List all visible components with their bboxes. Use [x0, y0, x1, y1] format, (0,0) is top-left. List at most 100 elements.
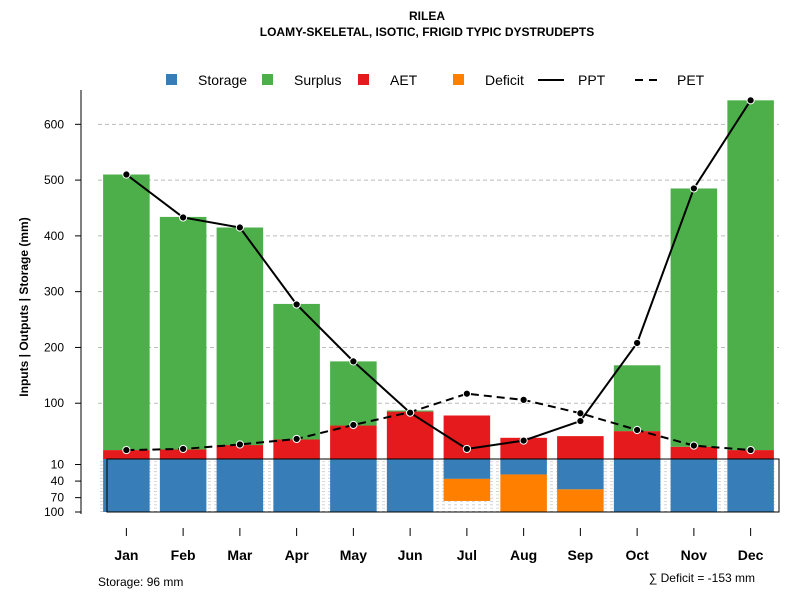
y-axis-label: Inputs | Outputs | Storage (mm): [17, 217, 31, 396]
bar-deficit-aug: [500, 474, 547, 512]
point-ppt-mar: [235, 223, 244, 232]
bar-storage-may: [330, 459, 377, 512]
point-pet-dec: [746, 445, 755, 455]
point-ppt-dec: [746, 96, 755, 105]
x-tick-label-dec: Dec: [738, 547, 764, 563]
y-tick-label-lower: 70: [51, 491, 65, 505]
legend: Storage Surplus AET Deficit PPT PET: [166, 72, 705, 88]
bar-aet-dec: [727, 450, 774, 459]
bar-storage-nov: [670, 459, 718, 512]
point-ppt-aug: [519, 436, 528, 445]
bar-surplus-may: [330, 361, 377, 426]
legend-label-deficit: Deficit: [485, 72, 524, 88]
bar-storage-jan: [103, 459, 150, 512]
x-tick-label-may: May: [340, 547, 367, 563]
bar-aet-feb: [159, 449, 207, 459]
bar-aet-sep: [557, 436, 604, 459]
storage-frame: [106, 458, 780, 513]
line-pet: [126, 392, 751, 452]
bars: [103, 100, 780, 513]
x-tick-label-oct: Oct: [625, 547, 649, 563]
deficit-note: ∑ Deficit = -153 mm: [649, 571, 755, 585]
x-tick-label-sep: Sep: [568, 547, 594, 563]
point-pet-mar: [235, 440, 244, 449]
y-tick-label-lower: 40: [51, 474, 65, 488]
y-tick-label-lower: 100: [44, 505, 64, 519]
lines: [122, 96, 755, 455]
y-tick-label: 200: [44, 340, 64, 354]
point-pet-aug: [519, 395, 528, 404]
storage-note: Storage: 96 mm: [98, 575, 183, 589]
bar-storage-sep: [557, 459, 604, 490]
point-ppt-oct: [633, 338, 642, 348]
x-tick-label-nov: Nov: [681, 547, 708, 563]
bar-storage-dec: [727, 459, 774, 512]
bar-storage-aug: [500, 459, 547, 475]
point-ppt-jul: [462, 444, 471, 454]
y-tick-label: 400: [44, 229, 64, 243]
point-pet-may: [349, 420, 358, 430]
point-ppt-nov: [689, 184, 698, 193]
legend-swatch-aet: [358, 74, 369, 85]
legend-label-storage: Storage: [198, 72, 247, 88]
bar-storage-mar: [216, 459, 264, 512]
chart-title: RILEA: [409, 9, 445, 23]
bar-aet-may: [330, 425, 377, 459]
point-pet-apr: [292, 434, 301, 444]
x-tick-label-feb: Feb: [171, 547, 196, 563]
point-pet-oct: [633, 425, 642, 435]
point-ppt-sep: [576, 416, 585, 426]
y-tick-label: 600: [44, 117, 64, 131]
bar-storage-jul: [443, 459, 491, 479]
legend-swatch-storage: [166, 74, 177, 85]
y-tick-label: 300: [44, 285, 64, 299]
y-tick-label: 500: [44, 173, 64, 187]
point-pet-jan: [122, 445, 131, 455]
point-pet-jul: [462, 389, 471, 398]
x-tick-label-mar: Mar: [227, 547, 252, 563]
point-pet-feb: [179, 444, 188, 454]
bar-deficit-jul: [443, 478, 491, 501]
bar-aet-apr: [273, 439, 320, 459]
legend-label-surplus: Surplus: [294, 72, 341, 88]
point-ppt-jun: [406, 408, 415, 417]
bar-storage-feb: [159, 459, 207, 512]
chart-subtitle: LOAMY-SKELETAL, ISOTIC, FRIGID TYPIC DYS…: [260, 25, 594, 39]
legend-label-aet: AET: [390, 72, 418, 88]
legend-label-pet: PET: [677, 72, 705, 88]
bar-surplus-jan: [103, 174, 150, 451]
x-tick-label-apr: Apr: [285, 547, 310, 563]
legend-label-ppt: PPT: [578, 72, 606, 88]
bar-surplus-oct: [613, 365, 661, 432]
bar-surplus-apr: [273, 303, 320, 440]
bar-surplus-nov: [670, 188, 718, 447]
y-tick-label-lower: 10: [51, 458, 65, 472]
grid-lines: [98, 123, 779, 512]
point-pet-sep: [576, 409, 585, 418]
x-tick-label-jan: Jan: [114, 547, 138, 563]
line-ppt: [125, 99, 752, 451]
bar-aet-jan: [103, 450, 150, 459]
x-tick-label-aug: Aug: [510, 547, 537, 563]
bar-storage-jun: [386, 459, 434, 512]
x-tick-label-jun: Jun: [398, 547, 423, 563]
bar-surplus-dec: [727, 100, 774, 451]
x-tick-label-jul: Jul: [457, 547, 477, 563]
y-tick-label: 100: [44, 396, 64, 410]
point-pet-nov: [689, 441, 698, 450]
bar-aet-oct: [613, 431, 661, 459]
bar-deficit-sep: [557, 489, 604, 512]
bar-aet-jun: [386, 411, 434, 459]
bar-surplus-feb: [159, 216, 207, 450]
bar-surplus-mar: [216, 227, 264, 446]
legend-swatch-surplus: [262, 74, 273, 85]
point-ppt-jan: [122, 170, 131, 179]
point-ppt-feb: [179, 213, 188, 222]
bar-aet-nov: [670, 446, 718, 459]
bar-aet-mar: [216, 445, 264, 459]
bar-storage-apr: [273, 459, 320, 512]
point-ppt-may: [349, 357, 358, 366]
legend-swatch-deficit: [453, 74, 464, 85]
